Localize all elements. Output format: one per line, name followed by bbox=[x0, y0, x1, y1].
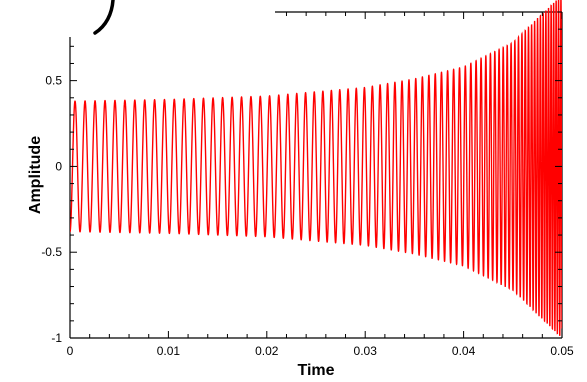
y-axis-title: Amplitude bbox=[27, 136, 44, 214]
y-tick-label: 0 bbox=[55, 159, 62, 173]
y-axis-ticks: -1 -0.5 0 0.5 bbox=[41, 11, 562, 345]
x-tick-label: 0.04 bbox=[452, 344, 476, 358]
x-tick-label: 0.01 bbox=[157, 344, 181, 358]
x-axis-ticks: 0 0.01 0.02 0.03 0.04 0.05 bbox=[67, 12, 574, 358]
x-tick-label: 0 bbox=[67, 344, 74, 358]
x-tick-label: 0.03 bbox=[354, 344, 378, 358]
y-tick-label: -1 bbox=[51, 331, 62, 345]
x-tick-label: 0.02 bbox=[255, 344, 279, 358]
chart-lines bbox=[70, 0, 562, 336]
series-line bbox=[70, 0, 562, 336]
x-axis-title: Time bbox=[297, 362, 334, 379]
x-tick-label: 0.05 bbox=[550, 344, 574, 358]
y-tick-label: 0.5 bbox=[45, 74, 62, 88]
y-tick-label: -0.5 bbox=[41, 245, 62, 259]
decorative-arc bbox=[93, 0, 115, 35]
